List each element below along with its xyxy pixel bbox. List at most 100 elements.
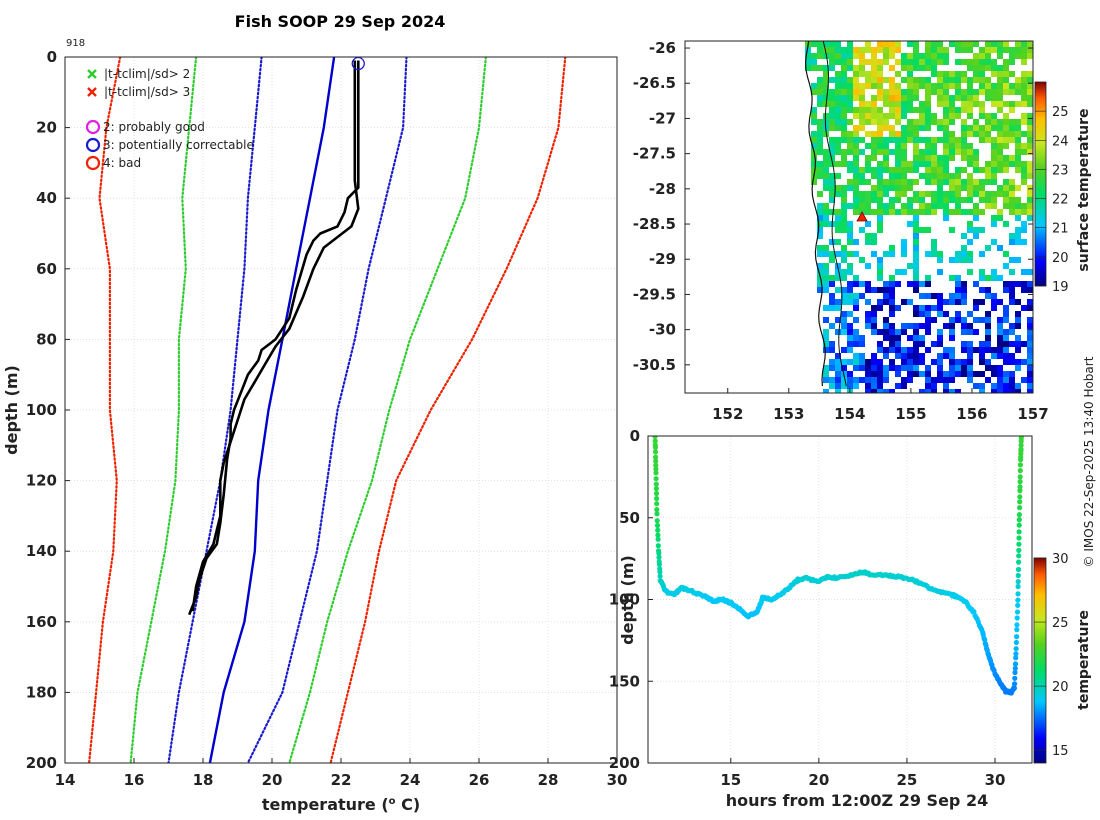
sst-cell [925, 227, 931, 233]
sst-cell [1015, 359, 1021, 365]
sst-cell [979, 317, 985, 323]
sst-colorbar-tick-label: 25 [1052, 105, 1069, 120]
x-tick-label: 22 [331, 771, 352, 789]
sst-cell [859, 293, 865, 299]
sst-cell [865, 317, 871, 323]
sst-cell [853, 89, 859, 95]
sst-cell [901, 191, 907, 197]
ts-point [1017, 488, 1023, 494]
sst-cell [859, 47, 865, 53]
sst-cell [937, 311, 943, 317]
sst-cell [907, 71, 913, 77]
sst-cell [1015, 101, 1021, 107]
sst-cell [883, 149, 889, 155]
sst-cell [877, 287, 883, 293]
sst-cell [823, 221, 829, 227]
sst-cell [877, 89, 883, 95]
sst-cell [943, 125, 949, 131]
sst-cell [1027, 77, 1033, 83]
sst-cell [811, 89, 817, 95]
sst-cell [883, 161, 889, 167]
sst-cell [859, 281, 865, 287]
sst-cell [1003, 131, 1009, 137]
sst-cell [901, 107, 907, 113]
ts-point [1015, 591, 1021, 597]
sst-cell [841, 131, 847, 137]
sst-cell [1015, 299, 1021, 305]
sst-cell [883, 377, 889, 383]
sst-cell [997, 119, 1003, 125]
ts-point [1016, 535, 1022, 541]
sst-cell [835, 305, 841, 311]
sst-cell [985, 179, 991, 185]
sst-cell [841, 209, 847, 215]
sst-cell [925, 53, 931, 59]
sst-cell [823, 41, 829, 47]
sst-cell [1003, 143, 1009, 149]
sst-cell [811, 137, 817, 143]
sst-cell [889, 149, 895, 155]
sst-cell [931, 161, 937, 167]
sst-cell [859, 359, 865, 365]
sst-cell [865, 287, 871, 293]
sst-cell [979, 287, 985, 293]
sst-cell [829, 209, 835, 215]
sst-cell [913, 83, 919, 89]
sst-cell [1021, 203, 1027, 209]
sst-cell [985, 77, 991, 83]
sst-cell [1021, 179, 1027, 185]
sst-cell [901, 137, 907, 143]
sst-cell [895, 143, 901, 149]
sst-cell [877, 131, 883, 137]
sst-cell [985, 335, 991, 341]
ts-point [657, 569, 663, 575]
sst-cell [919, 359, 925, 365]
sst-cell [1003, 353, 1009, 359]
sst-cell [925, 179, 931, 185]
sst-cell [961, 257, 967, 263]
sst-cell [1027, 215, 1033, 221]
sst-cell [961, 155, 967, 161]
sst-cell [859, 353, 865, 359]
sst-cell [877, 119, 883, 125]
sst-cell [877, 215, 883, 221]
sst-cell [961, 101, 967, 107]
sst-cell [847, 323, 853, 329]
sst-cell [889, 389, 895, 393]
sst-cell [931, 47, 937, 53]
sst-cell [979, 275, 985, 281]
sst-cell [925, 77, 931, 83]
sst-cell [883, 179, 889, 185]
sst-cell [895, 155, 901, 161]
sst-cell [1009, 161, 1015, 167]
y-tick-label: 120 [26, 472, 57, 490]
sst-cell [871, 65, 877, 71]
sst-cell [925, 65, 931, 71]
sst-cell [1015, 233, 1021, 239]
sst-cell [1027, 119, 1033, 125]
sst-cell [919, 101, 925, 107]
ts-point [1013, 646, 1019, 652]
sst-cell [1021, 149, 1027, 155]
sst-cell [883, 47, 889, 53]
sst-cell [829, 377, 835, 383]
sst-cell [1003, 197, 1009, 203]
sst-cell [835, 119, 841, 125]
sst-cell [997, 125, 1003, 131]
sst-cell [1009, 197, 1015, 203]
sst-cell [817, 173, 823, 179]
sst-cell [931, 137, 937, 143]
y-tick-label: 140 [26, 542, 57, 560]
sst-cell [949, 173, 955, 179]
sst-cell [943, 83, 949, 89]
sst-cell [937, 59, 943, 65]
sst-cell [997, 245, 1003, 251]
sst-cell [985, 95, 991, 101]
sst-cell [835, 353, 841, 359]
sst-cell [1015, 197, 1021, 203]
sst-cell [925, 83, 931, 89]
sst-cell [871, 77, 877, 83]
sst-cell [997, 41, 1003, 47]
sst-cell [949, 389, 955, 393]
